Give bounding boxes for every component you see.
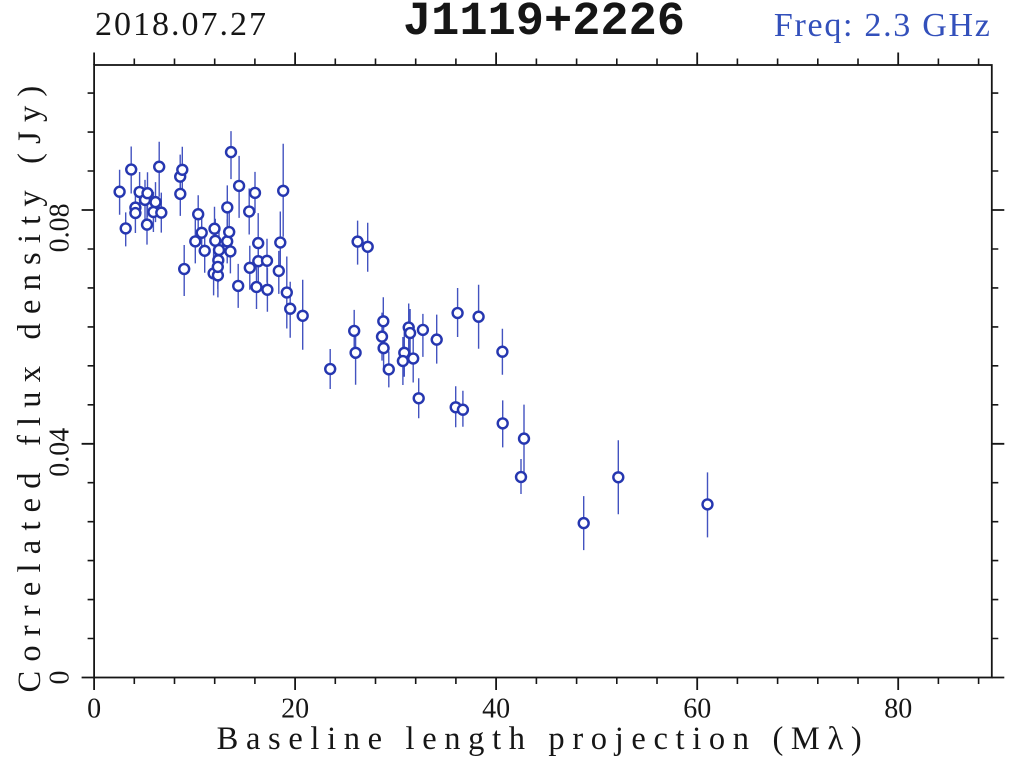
- svg-text:Correlated flux density (Jy): Correlated flux density (Jy): [12, 77, 48, 693]
- svg-text:2018.07.27: 2018.07.27: [95, 6, 268, 43]
- svg-text:J1119+2226: J1119+2226: [403, 0, 685, 49]
- svg-text:40: 40: [482, 694, 510, 725]
- svg-text:0: 0: [45, 671, 76, 685]
- svg-text:Baseline length projection (Mλ: Baseline length projection (Mλ): [217, 721, 870, 757]
- svg-text:0.04: 0.04: [45, 428, 76, 477]
- svg-text:60: 60: [683, 694, 711, 725]
- svg-text:0: 0: [87, 694, 101, 725]
- svg-text:0.08: 0.08: [45, 203, 76, 252]
- svg-text:80: 80: [884, 694, 912, 725]
- svg-text:Freq: 2.3 GHz: Freq: 2.3 GHz: [774, 7, 992, 44]
- svg-text:20: 20: [281, 694, 309, 725]
